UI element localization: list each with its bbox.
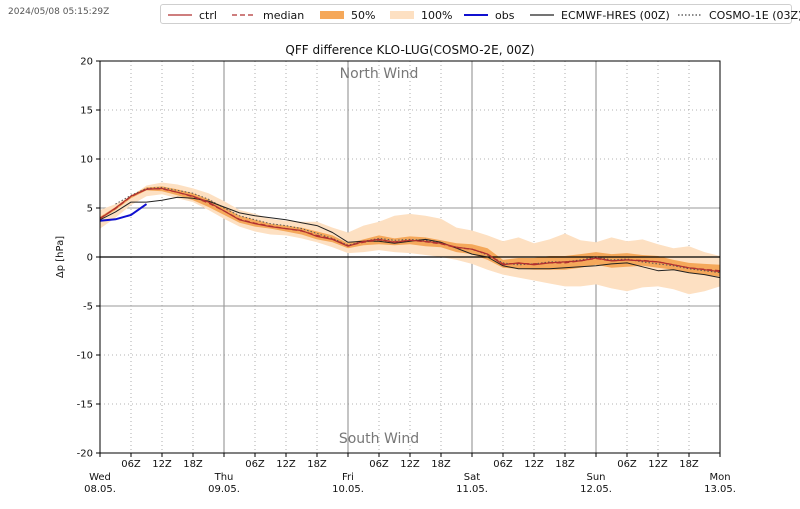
x-tick-label: 18Z: [183, 459, 203, 470]
x-date-label: 08.05.: [84, 484, 116, 495]
legend-label: 100%: [421, 8, 453, 22]
x-tick-label: 18Z: [431, 459, 451, 470]
x-date-label: 09.05.: [208, 484, 240, 495]
x-date-label: 10.05.: [332, 484, 364, 495]
y-tick-label: 0: [87, 253, 93, 264]
y-tick-label: 5: [87, 204, 93, 215]
legend-swatch: [320, 11, 344, 19]
series-line-obs: [99, 203, 148, 222]
legend-item: 50%: [319, 7, 375, 23]
y-axis-label: Δp [hPa]: [55, 236, 66, 278]
x-date-label: 11.05.: [456, 484, 488, 495]
x-day-label: Sat: [464, 472, 480, 483]
x-day-label: Thu: [214, 472, 234, 483]
y-tick-label: -15: [77, 400, 93, 411]
x-tick-label: 12Z: [276, 459, 296, 470]
legend-label: COSMO-1E (03Z): [709, 8, 800, 22]
x-tick-label: 18Z: [307, 459, 327, 470]
x-day-label: Sun: [586, 472, 605, 483]
x-tick-label: 12Z: [648, 459, 668, 470]
legend-label: ctrl: [199, 8, 217, 22]
chart-title: QFF difference KLO-LUG(COSMO-2E, 00Z): [285, 43, 534, 57]
x-tick-label: 12Z: [152, 459, 172, 470]
timestamp: 2024/05/08 05:15:29Z: [8, 7, 110, 17]
x-tick-label: 06Z: [369, 459, 389, 470]
legend-label: 50%: [351, 8, 376, 22]
x-tick-label: 12Z: [400, 459, 420, 470]
y-tick-label: 15: [80, 106, 93, 117]
legend-swatch: [390, 11, 414, 19]
band-50: [100, 186, 720, 277]
x-date-label: 13.05.: [704, 484, 736, 495]
legend-swatch: [168, 14, 192, 16]
x-tick-label: 06Z: [121, 459, 141, 470]
annotation-south-wind: South Wind: [339, 431, 419, 447]
legend-swatch: [678, 14, 702, 16]
legend-item: obs: [463, 7, 514, 23]
legend-label: obs: [495, 8, 515, 22]
legend-patch: [320, 11, 344, 19]
x-date-label: 12.05.: [580, 484, 612, 495]
y-tick-label: -5: [83, 302, 93, 313]
legend-item: 100%: [389, 7, 452, 23]
legend-patch: [390, 11, 414, 19]
x-tick-label: 12Z: [524, 459, 544, 470]
x-tick-label: 18Z: [555, 459, 575, 470]
x-tick-label: 06Z: [245, 459, 265, 470]
y-tick-label: -10: [77, 351, 93, 362]
legend-item: ctrl: [167, 7, 217, 23]
legend-label: ECMWF-HRES (00Z): [561, 8, 670, 22]
y-tick-label: -20: [77, 449, 93, 460]
legend-item: COSMO-1E (03Z): [677, 7, 800, 23]
x-tick-label: 06Z: [617, 459, 637, 470]
legend-swatch: [232, 14, 256, 16]
legend: ctrl median 50% 100% obs ECMWF-HRES (00Z) COSM…: [160, 4, 800, 24]
x-day-label: Fri: [342, 472, 354, 483]
y-tick-label: 10: [80, 155, 93, 166]
legend-swatch: [530, 14, 554, 16]
x-tick-label: 06Z: [493, 459, 513, 470]
y-tick-label: 20: [80, 57, 93, 68]
annotation-north-wind: North Wind: [340, 66, 419, 82]
x-day-label: Wed: [89, 472, 111, 483]
x-day-label: Mon: [709, 472, 730, 483]
series-line-median: [99, 188, 721, 272]
legend-item: ECMWF-HRES (00Z): [529, 7, 670, 23]
legend-label: median: [263, 8, 305, 22]
legend-item: median: [231, 7, 304, 23]
x-tick-label: 18Z: [679, 459, 699, 470]
legend-swatch: [464, 14, 488, 16]
